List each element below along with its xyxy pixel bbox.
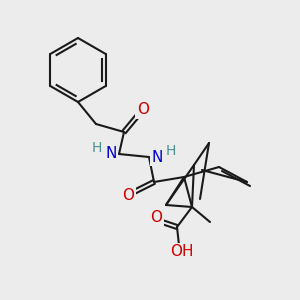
Text: O: O xyxy=(122,188,134,203)
Text: O: O xyxy=(137,103,149,118)
Text: H: H xyxy=(92,141,102,155)
Text: O: O xyxy=(150,211,162,226)
Text: OH: OH xyxy=(170,244,194,260)
Text: N: N xyxy=(151,149,163,164)
Text: N: N xyxy=(105,146,117,161)
Text: H: H xyxy=(166,144,176,158)
